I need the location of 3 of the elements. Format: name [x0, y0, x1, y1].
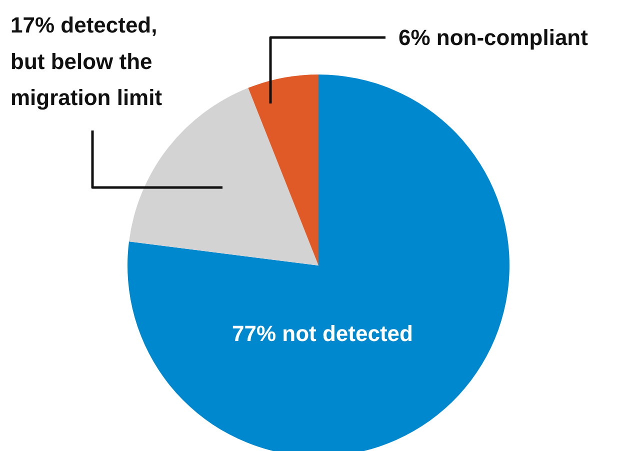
slice-label: 17% detected, but below the migration limit: [10, 12, 163, 110]
slice-label: 6% non-compliant: [398, 25, 589, 50]
slice-label: 77% not detected: [232, 321, 413, 346]
